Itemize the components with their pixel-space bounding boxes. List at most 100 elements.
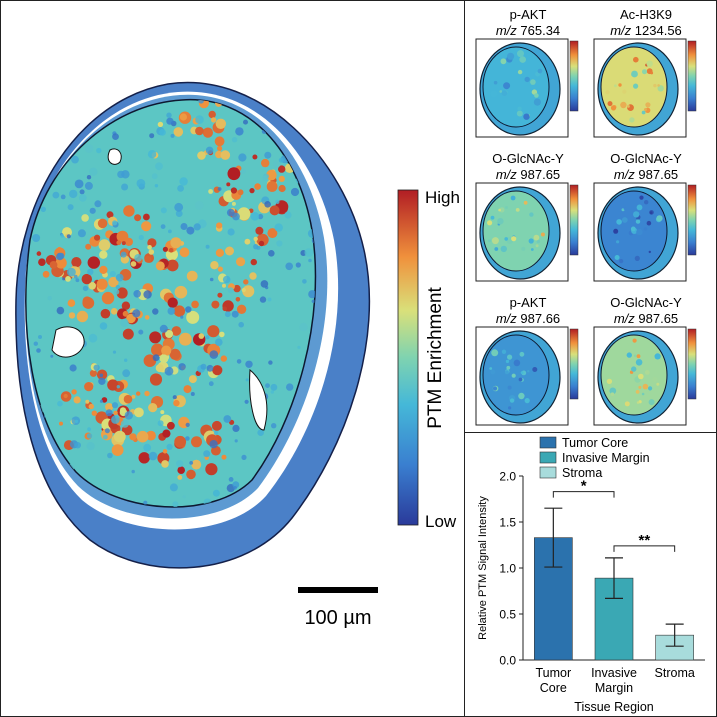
thumbnail-spot bbox=[634, 354, 637, 358]
enrichment-spot bbox=[220, 150, 231, 160]
enrichment-spot bbox=[167, 297, 178, 308]
low-signal-spot bbox=[134, 254, 143, 262]
thumbnail-spot bbox=[515, 208, 520, 212]
colorbar bbox=[397, 189, 419, 526]
low-signal-spot bbox=[195, 115, 204, 124]
enrichment-spot bbox=[278, 184, 286, 193]
low-signal-spot bbox=[208, 381, 214, 387]
enrichment-spot bbox=[108, 276, 119, 288]
thumbnail-spot bbox=[629, 117, 635, 123]
low-signal-spot bbox=[231, 137, 238, 143]
enrichment-spot bbox=[227, 167, 241, 181]
enrichment-spot bbox=[214, 136, 225, 147]
low-signal-spot bbox=[169, 483, 178, 492]
thumbnail-spot bbox=[540, 232, 545, 237]
thumbnail-spot bbox=[610, 105, 617, 111]
enrichment-spot bbox=[207, 325, 220, 338]
thumbnail-spot bbox=[644, 108, 647, 111]
low-signal-spot bbox=[69, 364, 77, 372]
thumbnail-spot bbox=[530, 248, 534, 251]
enrichment-spot bbox=[253, 236, 258, 242]
enrichment-spot bbox=[168, 248, 174, 253]
thumbnail-spot bbox=[618, 83, 622, 87]
low-signal-spot bbox=[244, 399, 249, 404]
thumbnail-spot bbox=[520, 371, 524, 374]
low-signal-spot bbox=[67, 204, 74, 211]
low-signal-spot bbox=[308, 258, 312, 263]
low-signal-spot bbox=[245, 360, 253, 368]
thumbnail-spot bbox=[635, 359, 643, 366]
enrichment-spot bbox=[101, 291, 115, 305]
enrichment-spot bbox=[129, 433, 137, 441]
legend-label: Invasive Margin bbox=[562, 451, 650, 465]
enrichment-spot bbox=[216, 222, 223, 229]
enrichment-spot bbox=[174, 435, 187, 448]
low-signal-spot bbox=[240, 168, 246, 175]
low-signal-spot bbox=[232, 424, 240, 432]
y-tick-label: 0.0 bbox=[499, 654, 516, 668]
enrichment-spot bbox=[121, 241, 126, 246]
thumbnail-spot bbox=[636, 401, 640, 404]
thumbnail-tissue bbox=[482, 334, 550, 416]
enrichment-spot bbox=[123, 205, 135, 217]
low-signal-spot bbox=[112, 220, 118, 226]
thumbnail-spot bbox=[533, 98, 542, 106]
enrichment-spot bbox=[191, 300, 199, 309]
enrichment-spot bbox=[49, 261, 58, 269]
enrichment-spot bbox=[249, 272, 257, 280]
thumbnail-spot bbox=[509, 398, 515, 403]
enrichment-spot bbox=[136, 430, 149, 443]
enrichment-spot bbox=[222, 306, 228, 312]
thumbnail-spot bbox=[489, 367, 493, 370]
low-signal-spot bbox=[215, 338, 223, 347]
thumbnail-spot bbox=[609, 387, 617, 395]
thumbnail-spot bbox=[511, 236, 517, 242]
thumbnail-spot bbox=[632, 338, 637, 343]
enrichment-spot bbox=[144, 315, 150, 320]
thumbnail-spot bbox=[493, 80, 498, 85]
enrichment-spot bbox=[211, 300, 220, 309]
thumbnail-spot bbox=[623, 207, 627, 210]
low-signal-spot bbox=[38, 130, 45, 136]
colorbar-low-label: Low bbox=[425, 512, 457, 531]
low-signal-spot bbox=[143, 443, 152, 452]
low-signal-spot bbox=[149, 133, 155, 139]
enrichment-spot bbox=[71, 257, 82, 268]
enrichment-spot bbox=[68, 312, 76, 319]
enrichment-spot bbox=[134, 214, 142, 222]
enrichment-spot bbox=[88, 282, 96, 290]
low-signal-spot bbox=[203, 450, 211, 458]
thumbnail-spot bbox=[621, 217, 628, 223]
low-signal-spot bbox=[278, 157, 284, 163]
low-signal-spot bbox=[112, 350, 117, 354]
thumbnail-spot bbox=[627, 105, 630, 108]
thumbnail-spot bbox=[622, 89, 627, 94]
enrichment-spot bbox=[261, 158, 270, 168]
thumbnail-spot bbox=[503, 82, 511, 90]
low-signal-spot bbox=[99, 399, 104, 403]
thumbnail-6: O-GlcNAc-Ym/z 987.65 bbox=[593, 295, 697, 426]
enrichment-spot bbox=[217, 145, 223, 151]
x-tick-label: Stroma bbox=[655, 666, 695, 680]
enrichment-spot bbox=[219, 331, 225, 338]
enrichment-spot bbox=[254, 183, 261, 190]
thumbnail-spot bbox=[648, 399, 655, 406]
low-signal-spot bbox=[276, 240, 283, 247]
low-signal-spot bbox=[166, 112, 172, 118]
low-signal-spot bbox=[120, 318, 129, 327]
thumbnail-spot bbox=[504, 370, 509, 375]
low-signal-spot bbox=[241, 454, 247, 460]
low-signal-spot bbox=[28, 502, 36, 507]
enrichment-spot bbox=[174, 285, 188, 299]
enrichment-spot bbox=[97, 218, 108, 229]
enrichment-spot bbox=[225, 246, 234, 256]
thumbnail-3: O-GlcNAc-Ym/z 987.65 bbox=[475, 151, 579, 282]
low-signal-spot bbox=[99, 373, 104, 378]
x-tick-label: Invasive Margin bbox=[591, 666, 637, 695]
low-signal-spot bbox=[52, 191, 60, 199]
enrichment-spot bbox=[55, 257, 67, 269]
legend-label: Stroma bbox=[562, 466, 602, 480]
thumbnail-spot bbox=[517, 106, 522, 111]
low-signal-spot bbox=[180, 223, 188, 230]
enrichment-spot bbox=[173, 399, 180, 407]
